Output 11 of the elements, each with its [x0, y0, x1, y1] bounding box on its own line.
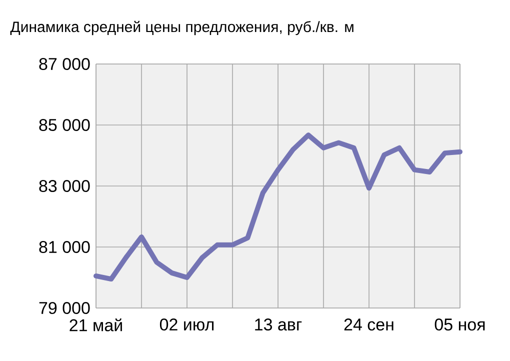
y-tick-label: 87 000 [39, 58, 90, 70]
x-tick-label: 24 сен [344, 318, 394, 331]
y-tick-label: 85 000 [39, 118, 90, 132]
x-tick-label: 05 ноя [434, 318, 485, 331]
x-tick-label: 21 май [70, 318, 122, 332]
chart-title: Динамика средней цены предложения, руб./кв. м [10, 20, 354, 36]
x-tick-label: 02 июл [160, 318, 214, 331]
y-tick-label: 79 000 [39, 302, 90, 314]
y-tick-label: 81 000 [39, 240, 90, 254]
y-tick-label: 83 000 [39, 180, 90, 192]
x-tick-label: 13 авг [255, 318, 302, 331]
